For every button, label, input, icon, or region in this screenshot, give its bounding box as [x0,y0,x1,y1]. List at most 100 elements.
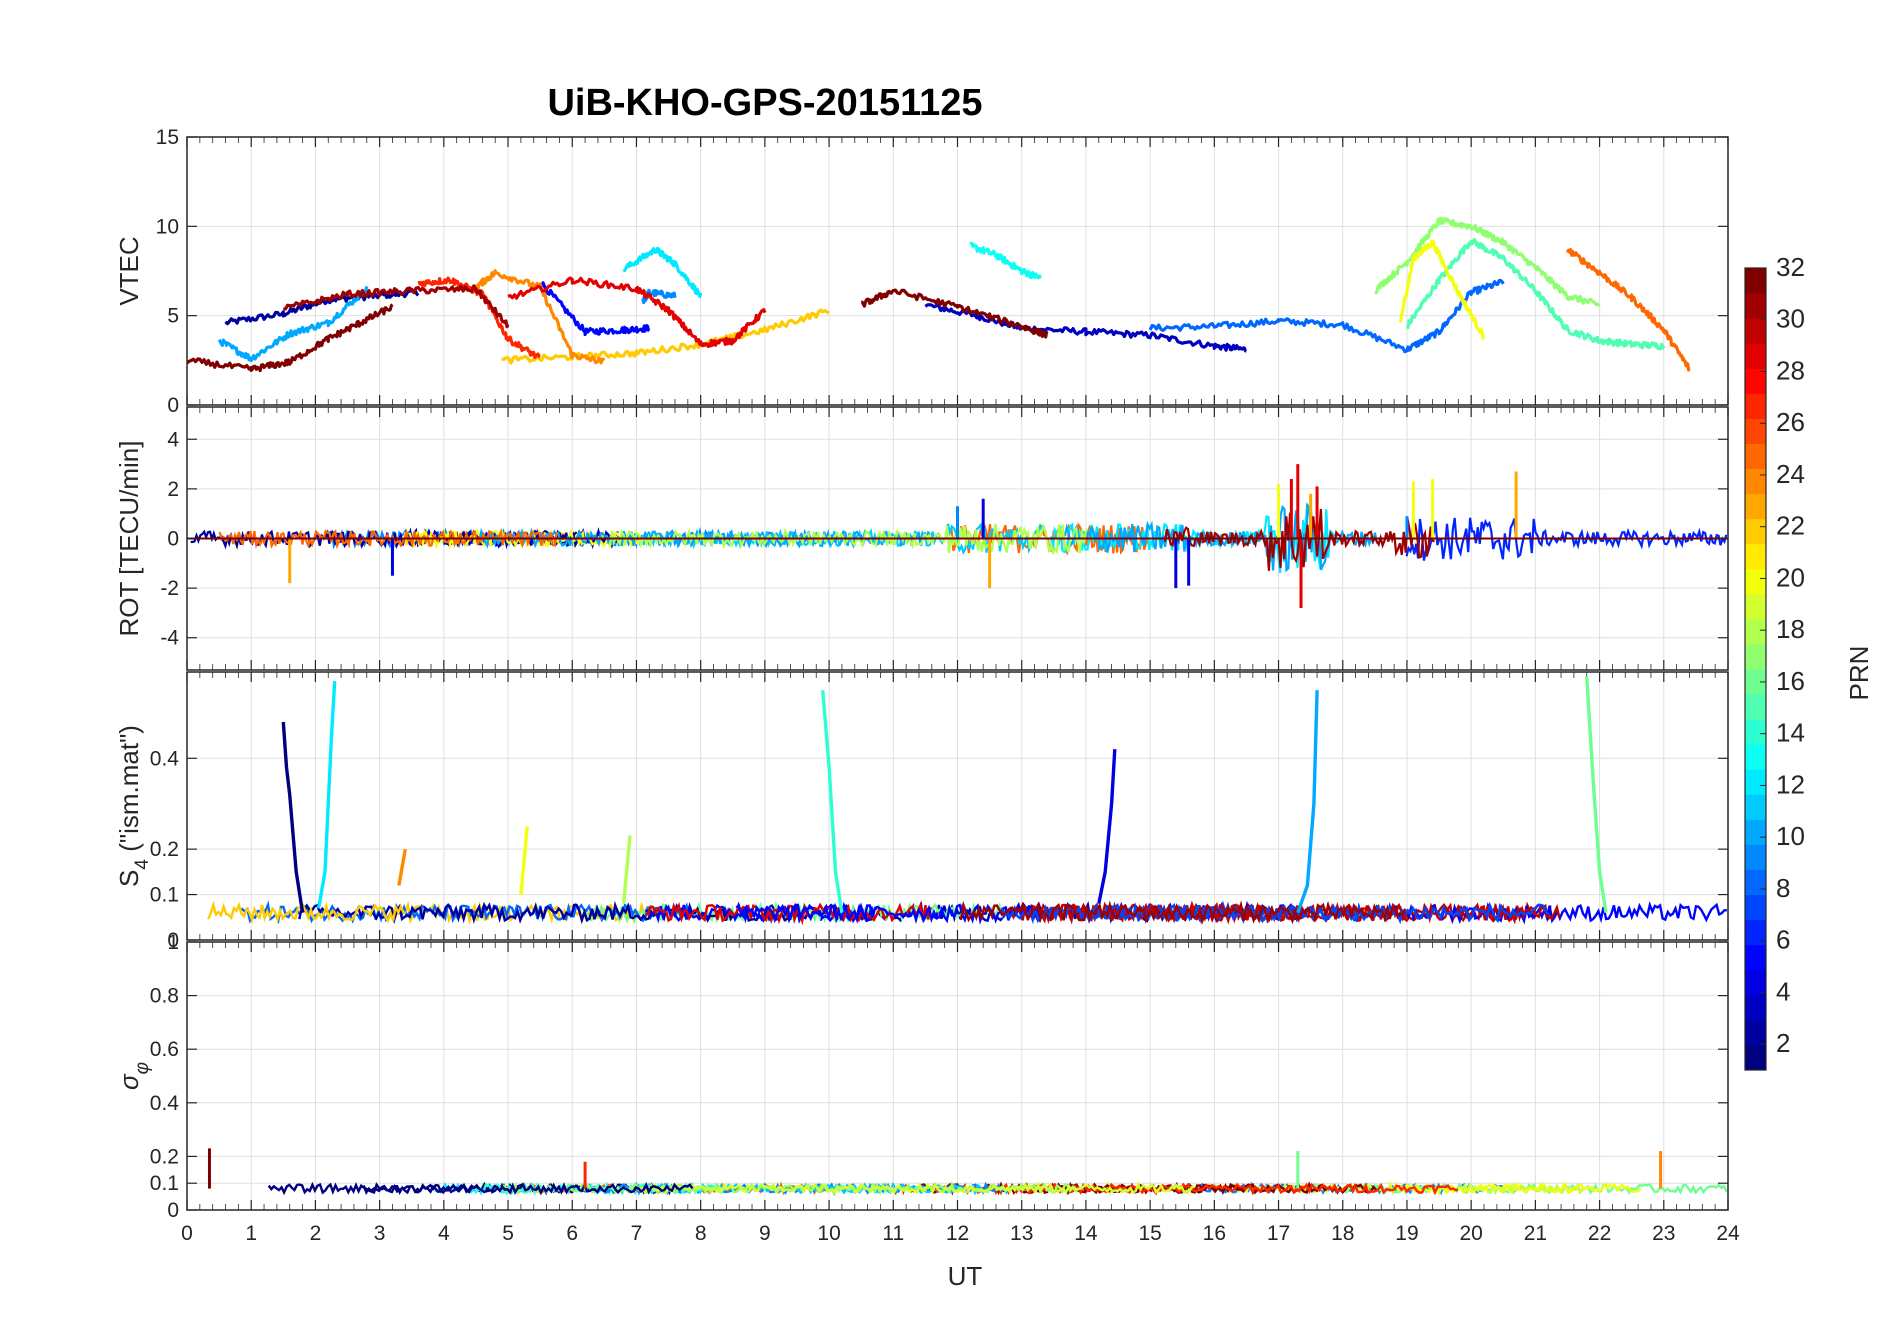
colorbar-segment [1745,919,1766,946]
s4-series-prn20 [519,826,529,895]
y-axis-label: σφ [114,1062,153,1090]
colorbar-segment [1745,844,1766,870]
colorbar-segment [1745,618,1766,645]
y-tick-label: 0.2 [150,1145,179,1168]
x-tick-label: 7 [631,1222,643,1245]
colorbar-frame [1744,267,1767,1071]
y-tick-label: 0.8 [150,985,179,1008]
x-tick-label: 23 [1652,1222,1675,1245]
y-tick-label: 4 [167,428,179,451]
colorbar-tick-label: 4 [1776,976,1790,1006]
y-tick-label: -2 [160,577,179,600]
panel-1: 0 5 10 15 VTEC [114,126,1729,417]
colorbar-segment [1745,794,1766,820]
rot-series-prn31 [1163,508,1436,571]
colorbar-segment [1745,819,1766,845]
colorbar-segment [1745,343,1766,369]
y-tick-label: 0 [167,929,179,952]
x-tick-label: 1 [245,1222,257,1245]
colorbar-tick-label: 30 [1776,304,1805,334]
series-group [187,216,1691,373]
colorbar-label: PRN [1844,646,1874,701]
colorbar-segment [1745,994,1766,1021]
vtec-series-prn5 [539,281,651,337]
vtec-series-prn22 [501,308,830,365]
colorbar-segment [1745,393,1766,419]
baseline-series-prn22 [207,900,407,924]
colorbar-segment [1745,568,1766,595]
panel-3: 0 0.1 0.2 0.4S4 ("ism.mat") [114,671,1729,952]
s4-series-prn16 [1585,676,1608,913]
y-tick-label: 0 [167,394,179,417]
vtec-series-prn31 [283,284,510,329]
x-tick-label: 15 [1138,1222,1161,1245]
colorbar-tick-label: 14 [1776,718,1805,748]
colorbar-segment [1745,318,1766,344]
colorbar-tick-label: 32 [1776,252,1805,282]
vtec-series-prn32 [187,303,394,373]
x-tick-label: 13 [1010,1222,1033,1245]
y-tick-label: 0.2 [150,838,179,861]
vtec-series-prn10 [217,285,369,363]
vtec-series-prn25 [1566,248,1691,372]
panel-4: 00.10.20.40.60.810 1 2 3 4 5 6 7 8 9 10 11 12 13 14 15 1… [114,931,1740,1245]
baseline-series-prn5 [735,901,1048,925]
y-tick-label: 15 [156,126,179,149]
vtec-series-prn8 [1148,278,1505,354]
colorbar-tick-label: 2 [1776,1028,1790,1058]
colorbar-tick-label: 10 [1776,821,1805,851]
x-tick-label: 8 [695,1222,707,1245]
series-group [187,464,1728,608]
rot-series-prn18 [608,523,1089,556]
colorbar-segment [1745,293,1766,319]
y-tick-label: 0 [167,1199,179,1222]
y-axis-label: S4 ("ism.mat") [114,725,153,887]
colorbar-tick-label: 24 [1776,459,1805,489]
y-axis-label: VTEC [114,236,144,305]
colorbar-tick-label: 20 [1776,562,1805,592]
colorbar-segment [1745,493,1766,520]
s4-series-prn18 [621,835,632,904]
vtec-series-prn12 [622,246,703,299]
x-tick-label: 22 [1588,1222,1611,1245]
s4-series-prn24 [397,848,407,886]
vtec-series-prn29 [507,276,767,348]
colorbar-segment [1745,468,1766,495]
vtec-series-prn13 [969,241,1042,280]
x-tick-label: 6 [566,1222,578,1245]
y-tick-label: -4 [160,627,179,650]
series-group [207,676,1727,926]
y-tick-label: 0.6 [150,1038,179,1061]
colorbar-tick-label: 8 [1776,873,1790,903]
x-tick-label: 0 [181,1222,193,1245]
vtec-series-prn15 [1405,237,1666,351]
colorbar-tick-label: 26 [1776,407,1805,437]
baseline-series-prn31 [959,900,1407,925]
colorbar-segment [1745,368,1766,394]
y-tick-label: 5 [167,305,179,328]
s4-series-prn4 [1097,749,1117,905]
colorbar-segment [1745,1044,1766,1071]
colorbar-segment [1745,894,1766,921]
y-tick-label: 0.4 [150,1092,180,1115]
colorbar-segment [1745,969,1766,996]
x-tick-label: 17 [1267,1222,1290,1245]
colorbar-segment [1745,869,1766,896]
colorbar-segment [1745,593,1766,620]
colorbar-tick-label: 22 [1776,511,1805,541]
x-tick-label: 10 [817,1222,840,1245]
colorbar-tick-label: 18 [1776,614,1805,644]
x-tick-label: 19 [1395,1222,1418,1245]
x-tick-label: 11 [882,1222,904,1245]
y-tick-label: 0.4 [150,747,180,770]
colorbar-tick-label: 12 [1776,769,1805,799]
x-tick-label: 20 [1459,1222,1482,1245]
x-tick-label: 12 [946,1222,969,1245]
y-tick-label: 10 [156,215,179,238]
colorbar-segment [1745,769,1766,795]
colorbar-tick-label: 16 [1776,666,1805,696]
colorbar-segment [1745,518,1766,545]
rot-series-prn10 [1063,502,1379,573]
